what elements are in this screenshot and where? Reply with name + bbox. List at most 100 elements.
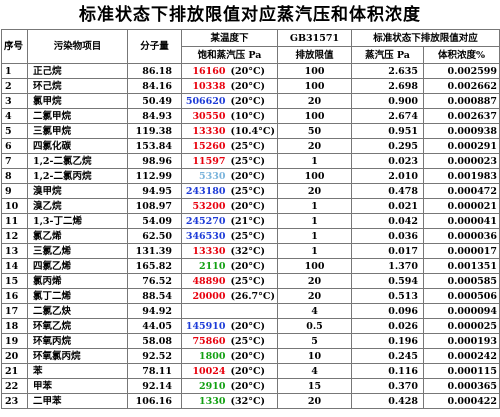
molecular-weight: 92.14 <box>127 378 182 394</box>
volume-concentration: 0.000017 <box>423 243 500 259</box>
standard-vapor-pressure: 0.900 <box>351 93 425 109</box>
header-vapor-pressure-line2: 饱和蒸汽压 Pa <box>180 46 279 64</box>
emission-limit: 100 <box>277 78 353 94</box>
table-row: 17 二氯乙炔 94.92 4 0.096 0.000094 <box>1 303 500 319</box>
vapor-pressure-value: 13330 <box>181 243 229 259</box>
standard-vapor-pressure: 2.674 <box>351 108 425 124</box>
row-index: 18 <box>1 318 28 334</box>
volume-concentration: 0.001983 <box>423 168 500 184</box>
table-row: 7 1,2-二氯乙烷 98.96 11597 (25°C) 1 0.023 0.000023 <box>1 153 500 169</box>
pollutant-name: 四氯化碳 <box>27 138 128 154</box>
table-row: 15 氯丙烯 76.52 48890 (25°C) 20 0.594 0.000585 <box>1 273 500 289</box>
row-index: 5 <box>1 123 28 139</box>
standard-vapor-pressure: 0.036 <box>351 228 425 244</box>
row-index: 20 <box>1 348 28 364</box>
vapor-pressure-value: 1800 <box>181 348 229 364</box>
row-index: 8 <box>1 168 28 184</box>
vapor-pressure-value: 145910 <box>181 318 229 334</box>
molecular-weight: 58.08 <box>127 333 182 349</box>
vapor-pressure-value: 346530 <box>181 228 229 244</box>
standard-vapor-pressure: 2.010 <box>351 168 425 184</box>
vapor-pressure-value: 20000 <box>181 288 229 304</box>
pollutant-name: 氯甲烷 <box>27 93 128 109</box>
standard-vapor-pressure: 0.594 <box>351 273 425 289</box>
vapor-pressure-temperature: (10°C) <box>228 108 279 124</box>
molecular-weight: 153.84 <box>127 138 182 154</box>
row-index: 23 <box>1 393 28 409</box>
volume-concentration: 0.000021 <box>423 198 500 214</box>
row-index: 15 <box>1 273 28 289</box>
emission-limit: 100 <box>277 63 353 79</box>
row-index: 7 <box>1 153 28 169</box>
volume-concentration: 0.000472 <box>423 183 500 199</box>
emission-limit: 20 <box>277 393 353 409</box>
vapor-pressure-temperature: (21°C) <box>228 213 279 229</box>
volume-concentration: 0.000041 <box>423 213 500 229</box>
standard-vapor-pressure: 0.023 <box>351 153 425 169</box>
emission-limit: 20 <box>277 138 353 154</box>
pollutant-name: 环氧氯丙烷 <box>27 348 128 364</box>
table-row: 18 环氧乙烷 44.05 145910 (20°C) 0.5 0.026 0.000025 <box>1 318 500 334</box>
table-row: 1 正己烷 86.18 16160 (20°C) 100 2.635 0.002599 <box>1 63 500 79</box>
molecular-weight: 112.99 <box>127 168 182 184</box>
row-index: 11 <box>1 213 28 229</box>
vapor-pressure-temperature: (20°C) <box>228 63 279 79</box>
pollutant-name: 苯 <box>27 363 128 379</box>
table-row: 11 1,3-丁二烯 54.09 245270 (21°C) 1 0.042 0.000041 <box>1 213 500 229</box>
table-row: 19 环氧丙烷 58.08 75860 (25°C) 5 0.196 0.000193 <box>1 333 500 349</box>
standard-vapor-pressure: 0.096 <box>351 303 425 319</box>
table-row: 13 三氯乙烯 131.39 13330 (32°C) 1 0.017 0.000017 <box>1 243 500 259</box>
table-row: 12 氯乙烯 62.50 346530 (25°C) 1 0.036 0.000036 <box>1 228 500 244</box>
vapor-pressure-value: 2910 <box>181 378 229 394</box>
header-limit-line1: GB31571 <box>277 29 353 47</box>
pollutant-name: 二甲苯 <box>27 393 128 409</box>
volume-concentration: 0.002637 <box>423 108 500 124</box>
header-standard-vapor-pressure: 蒸汽压 Pa <box>351 46 425 64</box>
volume-concentration: 0.000887 <box>423 93 500 109</box>
pollutant-name: 四氯乙烯 <box>27 258 128 274</box>
molecular-weight: 165.82 <box>127 258 182 274</box>
vapor-pressure-value: 13330 <box>181 123 229 139</box>
header-vapor-pressure-line1: 某温度下 <box>180 29 279 47</box>
row-index: 17 <box>1 303 28 319</box>
molecular-weight: 76.52 <box>127 273 182 289</box>
pollutant-name: 二氯甲烷 <box>27 108 128 124</box>
row-index: 19 <box>1 333 28 349</box>
vapor-pressure-temperature: (25°C) <box>228 333 279 349</box>
emission-limit: 5 <box>277 333 353 349</box>
vapor-pressure-temperature: (25°C) <box>228 228 279 244</box>
emission-limit: 100 <box>277 168 353 184</box>
molecular-weight: 94.95 <box>127 183 182 199</box>
molecular-weight: 50.49 <box>127 93 182 109</box>
row-index: 12 <box>1 228 28 244</box>
vapor-pressure-value: 243180 <box>181 183 229 199</box>
volume-concentration: 0.000023 <box>423 153 500 169</box>
row-index: 21 <box>1 363 28 379</box>
vapor-pressure-value: 75860 <box>181 333 229 349</box>
molecular-weight: 84.93 <box>127 108 182 124</box>
vapor-pressure-temperature: (25°C) <box>228 138 279 154</box>
volume-concentration: 0.000291 <box>423 138 500 154</box>
standard-vapor-pressure: 0.021 <box>351 198 425 214</box>
pollutant-name: 三氯乙烯 <box>27 243 128 259</box>
volume-concentration: 0.000115 <box>423 363 500 379</box>
table-row: 16 氯丁二烯 88.54 20000 (26.7°C) 20 0.513 0.000506 <box>1 288 500 304</box>
page-title: 标准状态下排放限值对应蒸汽压和体积浓度 <box>79 5 421 25</box>
pollutant-name: 环氧丙烷 <box>27 333 128 349</box>
vapor-pressure-temperature: (25°C) <box>228 273 279 289</box>
table-row: 4 二氯甲烷 84.93 30550 (10°C) 100 2.674 0.002637 <box>1 108 500 124</box>
vapor-pressure-value: 10024 <box>181 363 229 379</box>
standard-vapor-pressure: 0.513 <box>351 288 425 304</box>
standard-vapor-pressure: 0.026 <box>351 318 425 334</box>
emission-limit: 100 <box>277 108 353 124</box>
emission-limit: 10 <box>277 348 353 364</box>
molecular-weight: 98.96 <box>127 153 182 169</box>
molecular-weight: 78.11 <box>127 363 182 379</box>
vapor-pressure-value: 15260 <box>181 138 229 154</box>
molecular-weight: 119.38 <box>127 123 182 139</box>
molecular-weight: 131.39 <box>127 243 182 259</box>
vapor-pressure-value <box>181 303 229 319</box>
volume-concentration: 0.000036 <box>423 228 500 244</box>
vapor-pressure-value: 245270 <box>181 213 229 229</box>
molecular-weight: 108.97 <box>127 198 182 214</box>
